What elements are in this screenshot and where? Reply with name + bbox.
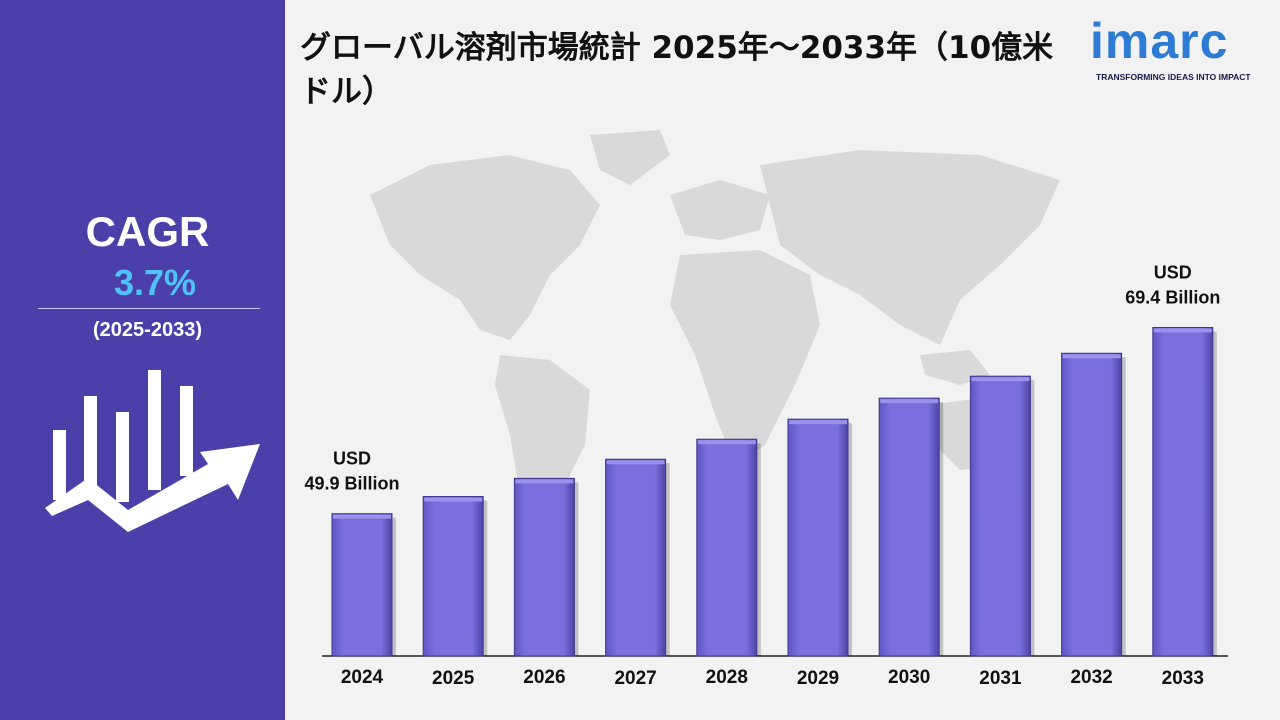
bar-top-highlight [1153, 328, 1212, 333]
bar-2025 [422, 496, 484, 657]
cagr-value: 3.7% [113, 262, 197, 303]
x-tick-label: 2031 [979, 668, 1022, 689]
bar-top-highlight [424, 497, 483, 502]
bar-top-highlight [697, 440, 756, 445]
bar-2028 [696, 438, 758, 657]
x-tick-label: 2024 [341, 667, 384, 688]
bar-top-highlight [515, 479, 574, 484]
bar-2026 [513, 477, 575, 657]
logo-tagline: TRANSFORMING IDEAS INTO IMPACT [1096, 72, 1251, 82]
cagr-label: CAGR [85, 208, 210, 255]
data-label-value: 69.4 Billion [1125, 287, 1220, 307]
x-tick-label: 2027 [614, 668, 656, 689]
bar-top-highlight [606, 460, 665, 465]
bar-2029 [787, 418, 849, 657]
bar-2027 [605, 458, 667, 657]
data-label-currency: USD [333, 449, 371, 469]
bar-2032 [1061, 352, 1123, 657]
left-panel: CAGR 3.7% (2025-2033) [0, 0, 285, 720]
logo-wordmark: imarc [1090, 13, 1229, 69]
bar-2031 [969, 375, 1031, 657]
bar-top-highlight [789, 420, 847, 425]
x-tick-label: 2030 [888, 667, 930, 688]
bar-top-highlight [333, 514, 391, 519]
x-tick-label: 2025 [432, 668, 475, 689]
bar-2033 [1152, 326, 1214, 657]
growth-chart-icon [45, 370, 260, 532]
x-tick-label: 2029 [797, 668, 839, 689]
bar-top-highlight [880, 399, 939, 404]
bar-top-highlight [971, 377, 1030, 382]
x-tick-label: 2032 [1070, 667, 1112, 688]
page-title: グローバル溶剤市場統計 2025年～2033年（10億米ドル） [300, 30, 1054, 110]
cagr-period: (2025-2033) [93, 319, 202, 341]
data-label-value: 49.9 Billion [304, 474, 399, 494]
imarc-logo: imarc TRANSFORMING IDEAS INTO IMPACT [1090, 12, 1270, 87]
x-tick-label: 2028 [706, 667, 748, 688]
x-tick-label: 2026 [523, 667, 565, 688]
cagr-divider [38, 308, 260, 309]
bar-top-highlight [1062, 354, 1121, 359]
data-label-currency: USD [1154, 262, 1192, 282]
x-tick-label: 2033 [1162, 668, 1204, 689]
bar-2030 [878, 397, 940, 657]
bar-2024 [331, 513, 393, 657]
